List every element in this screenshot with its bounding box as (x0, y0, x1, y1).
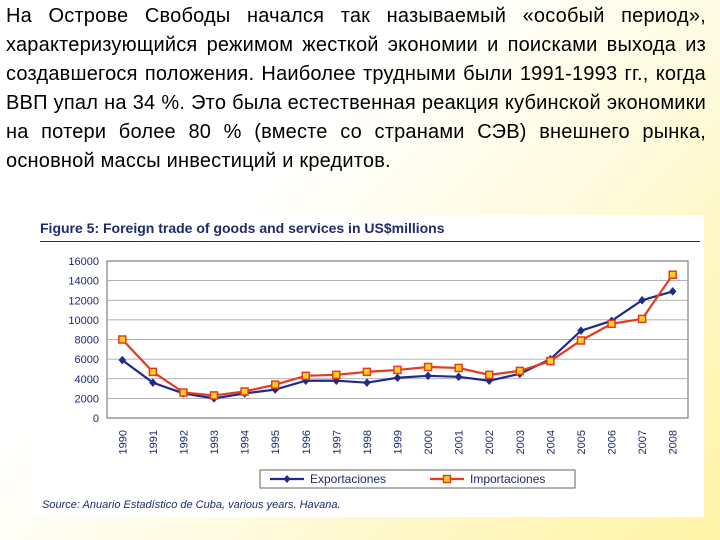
data-point (515, 366, 525, 376)
x-tick-label: 2007 (637, 430, 649, 454)
x-tick-label: 1996 (301, 430, 313, 454)
data-point (668, 270, 677, 279)
data-point (393, 373, 402, 383)
data-point (149, 378, 157, 388)
x-tick-label: 2004 (545, 430, 557, 454)
data-point (362, 367, 372, 377)
figure-divider (40, 241, 700, 242)
data-point (209, 391, 219, 400)
body-paragraph: На Острове Свободы начался так называемы… (6, 5, 706, 172)
x-tick-label: 1991 (148, 430, 160, 454)
data-point (424, 371, 432, 381)
data-point (240, 387, 249, 396)
data-point (576, 336, 586, 345)
y-tick-label: 14000 (68, 276, 99, 288)
x-tick-label: 2005 (576, 430, 588, 454)
x-tick-label: 1993 (209, 430, 221, 454)
legend-label-exportaciones: Exportaciones (310, 472, 386, 486)
y-tick-label: 10000 (68, 315, 99, 327)
y-tick-label: 12000 (68, 295, 99, 307)
data-point (546, 356, 555, 366)
data-point (484, 370, 494, 380)
y-tick-label: 2000 (75, 393, 99, 405)
x-tick-label: 2008 (668, 430, 680, 454)
data-point (332, 370, 341, 380)
line-chart: 0 2000 4000 6000 8000 10000 12000 14000 16000 199… (68, 256, 689, 489)
x-tick-label: 1990 (117, 430, 129, 454)
legend-label-importaciones: Importaciones (470, 472, 545, 486)
data-point (637, 314, 647, 324)
x-tick-label: 2006 (607, 430, 619, 454)
figure-title: Figure 5: Foreign trade of goods and ser… (40, 220, 445, 236)
figure-panel: Figure 5: Foreign trade of goods and ser… (32, 215, 704, 517)
data-point (668, 287, 677, 296)
figure-source: Source: Anuario Estadístico de Cuba, var… (42, 499, 341, 511)
x-tick-label: 1994 (240, 430, 252, 454)
legend-marker (283, 475, 291, 483)
x-tick-label: 1992 (178, 430, 190, 454)
y-tick-label: 16000 (68, 256, 99, 268)
y-tick-label: 8000 (75, 335, 99, 347)
data-point (179, 388, 188, 397)
data-point (118, 335, 127, 344)
x-tick-label: 2002 (484, 430, 496, 454)
data-point (393, 365, 402, 375)
data-point (638, 295, 646, 305)
x-tick-label: 1998 (362, 430, 374, 454)
data-point (363, 378, 371, 388)
x-tick-label: 1999 (393, 430, 405, 454)
data-point (148, 367, 158, 377)
y-tick-label: 0 (93, 413, 99, 425)
legend-marker (442, 474, 452, 484)
x-tick-label: 2003 (515, 430, 527, 454)
data-point (423, 362, 433, 372)
data-point (577, 326, 585, 336)
x-tick-label: 1995 (270, 430, 282, 454)
y-tick-label: 4000 (75, 374, 99, 386)
x-tick-label: 1997 (331, 430, 343, 454)
data-point (454, 372, 463, 382)
x-tick-label: 2001 (454, 430, 466, 454)
data-point (607, 319, 616, 329)
data-point (270, 380, 280, 389)
data-point (301, 371, 311, 381)
legend-box (259, 469, 576, 489)
data-point (118, 355, 127, 365)
y-tick-label: 6000 (75, 354, 99, 366)
x-tick-label: 2000 (423, 430, 435, 454)
data-point (454, 363, 463, 373)
